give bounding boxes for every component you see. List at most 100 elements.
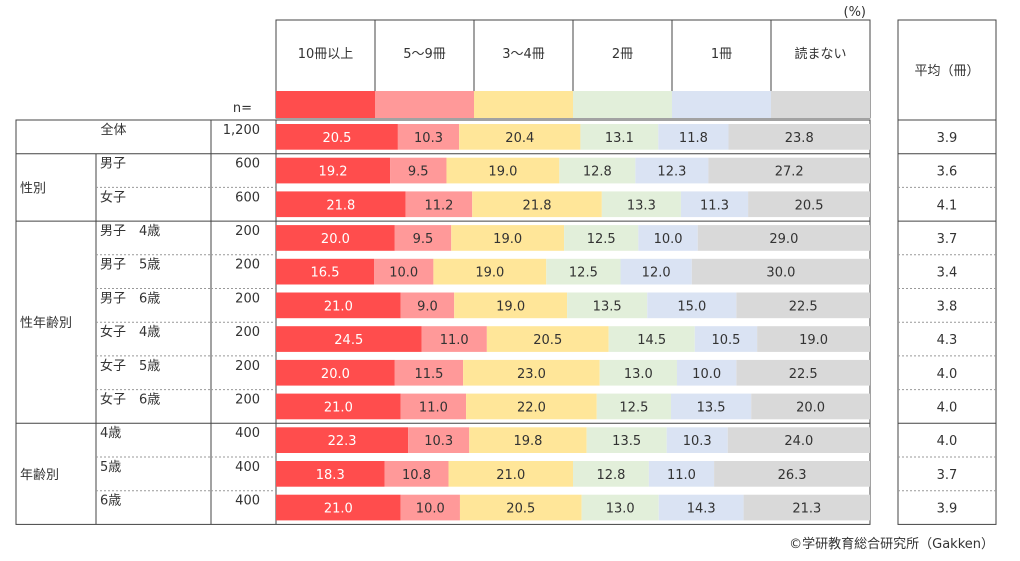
table-frame <box>15 119 871 525</box>
data-label: 11.2 <box>424 198 453 213</box>
bar-segment <box>546 258 621 285</box>
row-label: 5歳 <box>100 460 121 475</box>
bar-segment <box>697 225 870 251</box>
data-label: 12.8 <box>596 468 625 483</box>
bar-segment <box>276 157 391 184</box>
data-label: 21.0 <box>324 299 353 314</box>
average-value: 3.6 <box>937 165 958 180</box>
bar-segment <box>564 225 639 251</box>
row-label: 4歳 <box>100 426 121 441</box>
bar-segment <box>459 494 582 521</box>
bar-segment <box>748 191 870 218</box>
bar-segment <box>463 359 600 386</box>
data-label: 19.0 <box>493 232 522 247</box>
data-label: 21.8 <box>523 198 552 213</box>
n-header: n= <box>233 101 252 116</box>
bar-segment <box>276 427 409 453</box>
row-label: 男子 5歳 <box>100 258 160 273</box>
average-value: 3.4 <box>937 266 958 281</box>
n-value: 200 <box>235 325 260 340</box>
bar-segment <box>276 258 375 285</box>
data-label: 18.3 <box>316 468 345 483</box>
data-label: 12.5 <box>619 400 648 415</box>
bar-segment <box>397 124 460 150</box>
legend-header: 10冊以上 5～9冊 3～4冊 2冊 1冊 読まない <box>275 19 871 119</box>
bar-segment <box>454 292 568 319</box>
average-value: 4.1 <box>937 198 958 213</box>
n-value: 400 <box>235 426 260 441</box>
legend-swatch <box>375 91 474 118</box>
bar-segment <box>276 191 406 218</box>
data-label: 13.5 <box>612 434 641 449</box>
data-label: 19.8 <box>513 434 542 449</box>
data-label: 14.3 <box>687 502 716 517</box>
bar-segment <box>374 258 434 285</box>
bar-segment <box>276 393 401 420</box>
bar-segment <box>276 124 398 150</box>
legend-label: 1冊 <box>711 47 732 62</box>
bar-segment <box>676 359 737 386</box>
data-label: 9.0 <box>417 299 438 314</box>
bar-segment <box>601 191 681 218</box>
data-label: 20.5 <box>506 502 535 517</box>
data-label: 13.5 <box>593 299 622 314</box>
bar-segment <box>691 258 870 285</box>
data-label: 13.3 <box>627 198 656 213</box>
data-label: 10.0 <box>692 367 721 382</box>
bar-segment <box>384 461 449 487</box>
data-label: 9.5 <box>408 165 429 180</box>
row-label: 女子 6歳 <box>100 391 160 407</box>
bar-segment <box>276 494 401 521</box>
bar-segment <box>658 494 744 521</box>
data-label: 10.3 <box>414 131 443 146</box>
bar-segment <box>394 225 452 251</box>
average-value: 3.9 <box>937 131 958 146</box>
bar-segment <box>694 326 758 352</box>
bar-segment <box>459 124 581 150</box>
bar-segment <box>400 292 455 319</box>
data-label: 19.0 <box>475 266 504 281</box>
data-label: 12.5 <box>569 266 598 281</box>
bar-segment <box>728 124 870 150</box>
data-label: 24.0 <box>784 434 813 449</box>
bar-segment <box>648 461 715 487</box>
data-label: 10.3 <box>424 434 453 449</box>
row-label: 6歳 <box>100 494 121 509</box>
data-label: 14.5 <box>637 333 666 348</box>
data-label: 24.5 <box>334 333 363 348</box>
data-label: 11.5 <box>414 367 443 382</box>
bar-segment <box>394 359 464 386</box>
data-label: 22.0 <box>517 400 546 415</box>
data-label: 13.0 <box>624 367 653 382</box>
bar-segment <box>400 393 467 420</box>
data-label: 21.0 <box>496 468 525 483</box>
legend-label: 5～9冊 <box>403 47 446 62</box>
data-label: 10.5 <box>711 333 740 348</box>
data-label: 20.4 <box>505 131 534 146</box>
bar-segment <box>586 427 667 453</box>
average-value: 3.7 <box>937 232 958 247</box>
n-value: 400 <box>235 460 260 475</box>
row-label: 男子 6歳 <box>100 291 160 306</box>
bar-segment <box>433 258 547 285</box>
n-value: 200 <box>235 258 260 273</box>
bar-segment <box>581 494 659 521</box>
data-label: 11.3 <box>700 198 729 213</box>
n-value: 200 <box>235 224 260 239</box>
data-label: 12.3 <box>657 165 686 180</box>
data-label: 12.8 <box>583 165 612 180</box>
average-value: 4.0 <box>937 367 958 382</box>
n-value: 200 <box>235 392 260 407</box>
data-label: 26.3 <box>778 468 807 483</box>
bar-segment <box>680 191 749 218</box>
bar-segment <box>276 326 422 352</box>
data-label: 19.0 <box>496 299 525 314</box>
legend-swatch <box>771 91 870 118</box>
data-label: 9.5 <box>413 232 434 247</box>
data-label: 21.3 <box>792 502 821 517</box>
data-label: 10.8 <box>402 468 431 483</box>
bar-segment <box>448 461 573 487</box>
group-label: 性年齢別 <box>20 316 72 331</box>
bar-segment <box>400 494 460 521</box>
